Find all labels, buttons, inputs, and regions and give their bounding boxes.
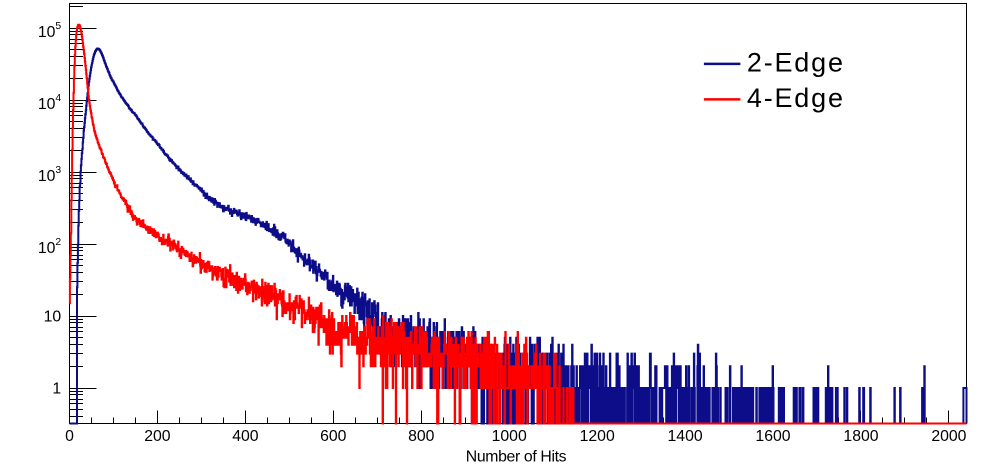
svg-text:Number of Hits: Number of Hits bbox=[466, 448, 567, 465]
svg-text:1000: 1000 bbox=[492, 428, 527, 445]
svg-text:1800: 1800 bbox=[843, 428, 878, 445]
svg-text:0: 0 bbox=[65, 428, 74, 445]
svg-text:600: 600 bbox=[320, 428, 347, 445]
svg-text:400: 400 bbox=[232, 428, 259, 445]
svg-text:200: 200 bbox=[144, 428, 171, 445]
svg-text:1600: 1600 bbox=[755, 428, 790, 445]
svg-text:1400: 1400 bbox=[668, 428, 703, 445]
svg-text:800: 800 bbox=[408, 428, 435, 445]
svg-text:10: 10 bbox=[44, 308, 62, 325]
svg-text:4-Edge: 4-Edge bbox=[747, 83, 845, 113]
svg-text:2000: 2000 bbox=[931, 428, 966, 445]
svg-text:1200: 1200 bbox=[580, 428, 615, 445]
svg-text:1: 1 bbox=[52, 380, 61, 397]
svg-text:2-Edge: 2-Edge bbox=[747, 47, 845, 77]
